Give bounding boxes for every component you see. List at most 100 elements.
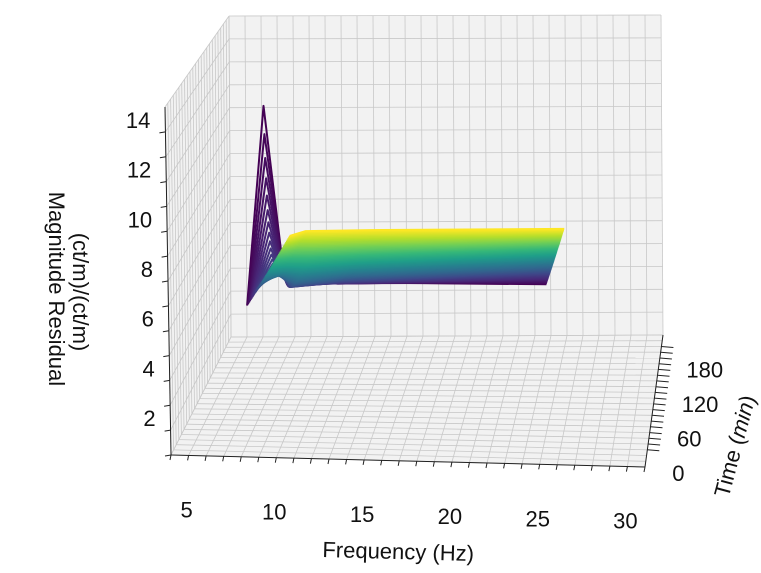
z-tick	[164, 429, 171, 432]
grid-line	[504, 335, 536, 464]
series-line	[277, 243, 560, 256]
grid-line	[223, 336, 280, 457]
y-tick	[657, 374, 670, 377]
y-tick	[651, 414, 665, 417]
series-line	[279, 241, 561, 254]
x-tick	[187, 455, 190, 461]
x-tick	[415, 461, 418, 467]
x-tick	[397, 460, 400, 466]
z-tick	[163, 379, 170, 382]
y-tick	[655, 391, 668, 394]
series-line	[285, 232, 563, 243]
grid-line	[205, 336, 264, 457]
z-tick-label: 8	[141, 257, 153, 282]
series-line	[282, 237, 562, 249]
y-tick	[655, 386, 669, 389]
grid-line	[229, 60, 662, 63]
grid-line	[433, 335, 472, 462]
y-tick-label: 0	[672, 461, 684, 486]
z-tick	[161, 255, 168, 258]
y-tick	[648, 437, 661, 440]
series-line	[280, 239, 561, 252]
grid-line	[215, 367, 659, 370]
grid-line	[230, 311, 663, 315]
y-tick	[660, 351, 673, 354]
grid-line	[188, 336, 248, 456]
y-tick	[650, 426, 663, 429]
tick-marks	[159, 131, 674, 473]
series-line	[286, 231, 564, 242]
x-tick	[204, 455, 207, 461]
grid-line	[178, 439, 648, 451]
grid-line	[229, 151, 662, 155]
x-tick	[169, 454, 172, 461]
series-line	[287, 229, 564, 240]
grid-line	[168, 199, 231, 307]
data-series	[246, 104, 565, 306]
y-tick-label: 60	[677, 426, 701, 451]
y-tick	[654, 397, 667, 400]
x-tick-label: 25	[525, 506, 549, 531]
grid-line	[311, 336, 360, 459]
x-tick	[274, 457, 277, 463]
grid-line	[228, 14, 662, 17]
grid-line	[194, 408, 653, 416]
z-axis-label: Magnitude Residual (ct/m)/(ct/m)	[44, 192, 93, 393]
z-tick	[162, 330, 169, 333]
grid-line	[521, 335, 552, 464]
y-tick-label: 180	[686, 358, 723, 383]
series-line	[267, 257, 555, 274]
grid-line	[166, 107, 230, 207]
series-line	[284, 234, 563, 246]
x-tick	[432, 461, 435, 467]
z-tick-label: 14	[126, 108, 150, 133]
grid-line	[165, 38, 230, 133]
grid-line	[169, 290, 232, 406]
grid-line	[258, 336, 312, 458]
grid-line	[170, 336, 232, 456]
grid-lines	[164, 14, 664, 468]
z-tick	[163, 355, 170, 358]
z-axis-label-line1: Magnitude Residual	[44, 192, 69, 386]
x-tick	[643, 466, 646, 473]
x-tick	[520, 463, 523, 469]
grid-line	[165, 84, 230, 182]
grid-line	[381, 335, 424, 461]
z-tick	[159, 156, 166, 159]
grid-line	[176, 444, 647, 456]
y-tick	[648, 443, 661, 446]
x-tick	[222, 456, 225, 462]
series-line	[267, 256, 556, 273]
grid-line	[230, 288, 663, 292]
y-axis-label: Time (min)	[709, 392, 760, 499]
grid-line	[210, 377, 657, 382]
x-tick-label: 15	[350, 502, 374, 527]
x-tick	[362, 459, 365, 465]
x-tick	[380, 460, 383, 466]
grid-line	[168, 222, 231, 331]
z-tick	[161, 230, 168, 233]
grid-line	[229, 106, 662, 109]
x-tick	[590, 465, 593, 471]
grid-line	[164, 15, 230, 108]
grid-line	[183, 428, 649, 439]
y-tick-label: 120	[682, 392, 719, 417]
x-axis-label: Frequency (Hz)	[322, 537, 474, 566]
x-tick	[327, 458, 330, 465]
grid-line	[202, 393, 655, 399]
series-line	[269, 255, 556, 271]
grid-line	[197, 403, 653, 410]
grid-line	[230, 334, 664, 338]
grid-line	[469, 335, 504, 463]
series-line	[288, 228, 565, 239]
grid-line	[451, 335, 488, 463]
series-line	[270, 253, 557, 268]
series-line	[273, 250, 558, 265]
series-line	[273, 249, 558, 264]
z-tick	[160, 205, 167, 208]
grid-line	[189, 418, 651, 428]
grid-line	[199, 398, 654, 405]
y-tick	[647, 449, 660, 452]
series-line	[271, 252, 557, 267]
